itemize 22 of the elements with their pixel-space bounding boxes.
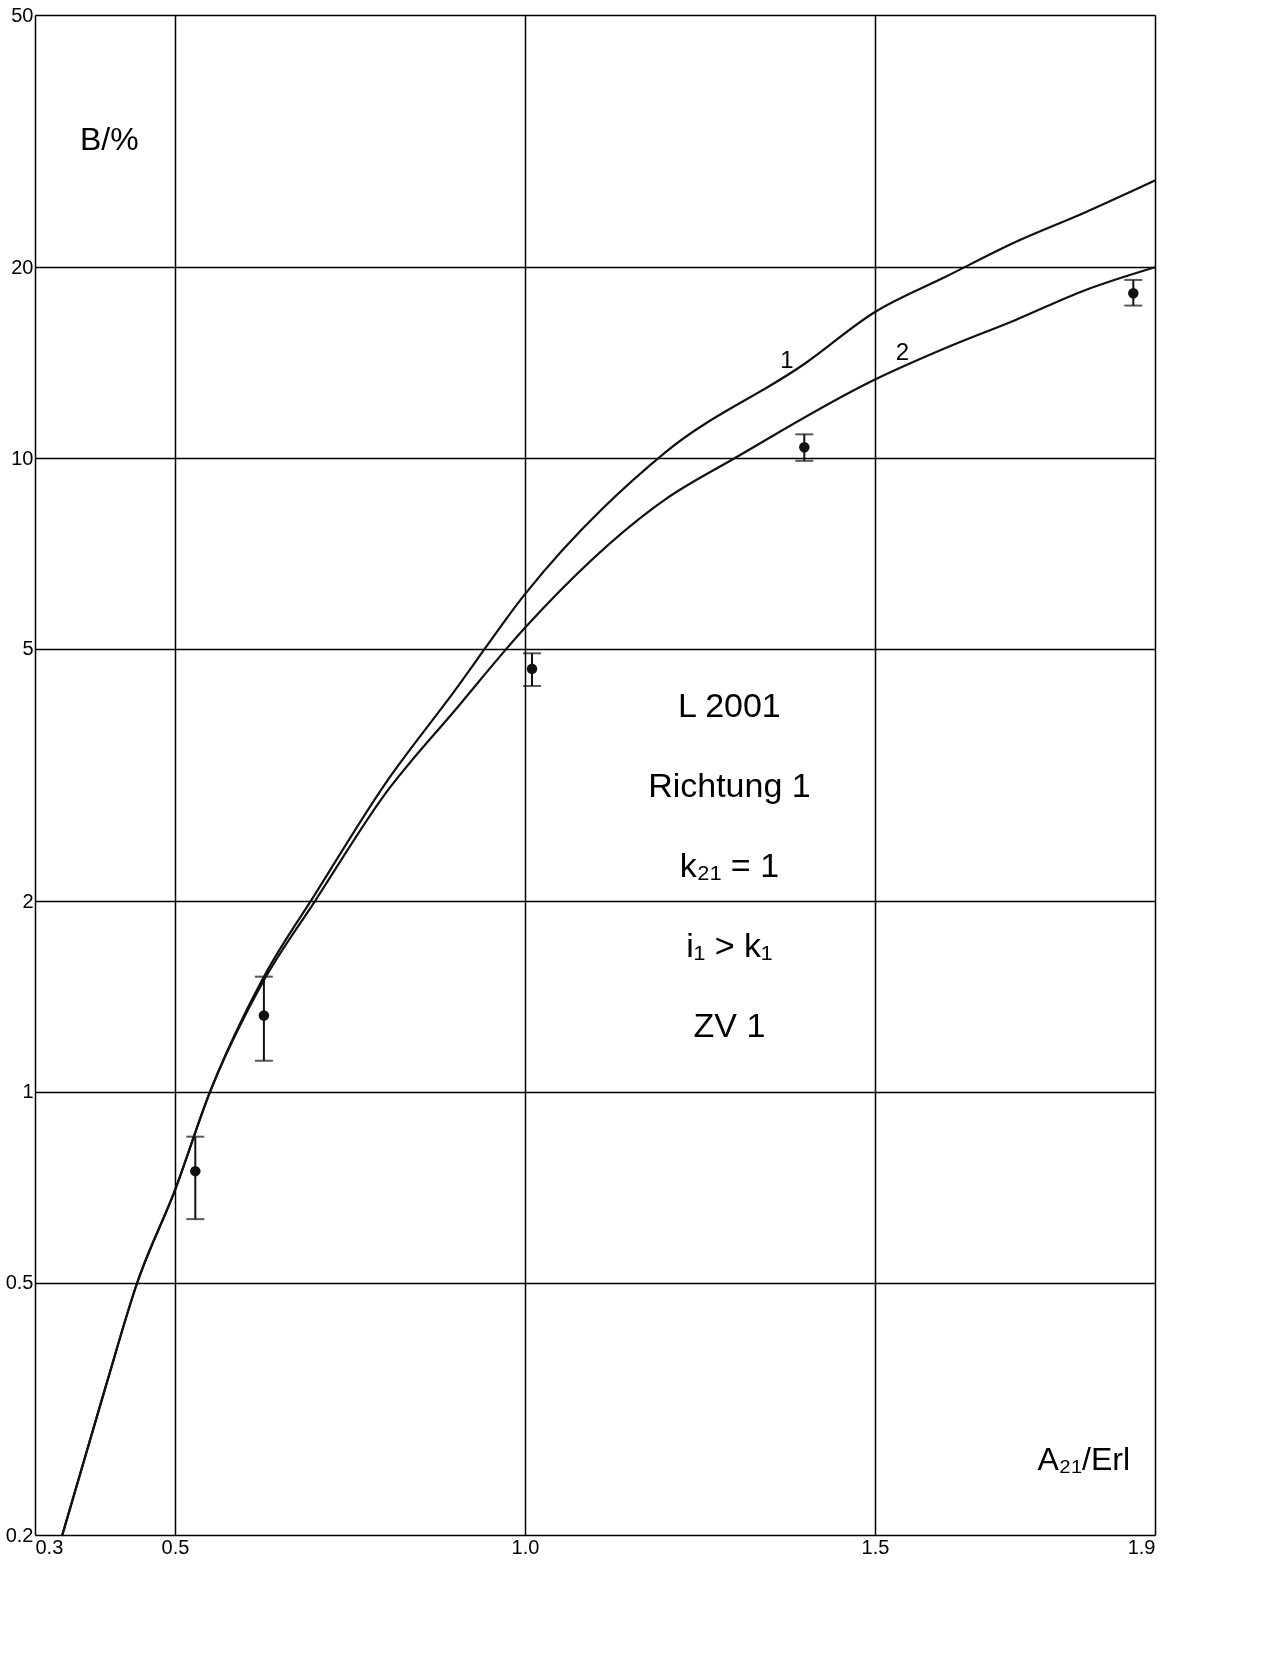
x-tick-label: 1.9 [1127,1535,1156,1558]
annotation: i₁ > k₁ [686,925,773,964]
annotation: 2 [895,338,909,366]
annotation: Richtung 1 [648,765,811,804]
y-tick-label: 2 [22,889,34,912]
annotation: k₂₁ = 1 [679,845,780,884]
y-tick-label: 1 [22,1080,34,1103]
y-tick-label: 50 [11,3,34,26]
y-tick-label: 5 [22,637,34,660]
x-tick-label: 1.5 [861,1535,890,1558]
annotation: L 2001 [678,685,781,724]
y-axis-title: B/% [80,121,139,157]
y-tick-label: 20 [11,255,34,278]
y-tick-label: 0.2 [5,1523,34,1546]
y-tick-label: 0.5 [5,1271,34,1294]
annotation: 1 [780,346,794,374]
x-axis-title: A₂₁/Erl [1037,1441,1130,1477]
x-tick-label: 0.5 [161,1535,190,1558]
annotation: ZV 1 [693,1005,766,1044]
x-tick-label: 1.0 [511,1535,540,1558]
x-tick-label: 0.3 [35,1535,64,1558]
y-tick-label: 10 [11,446,34,469]
